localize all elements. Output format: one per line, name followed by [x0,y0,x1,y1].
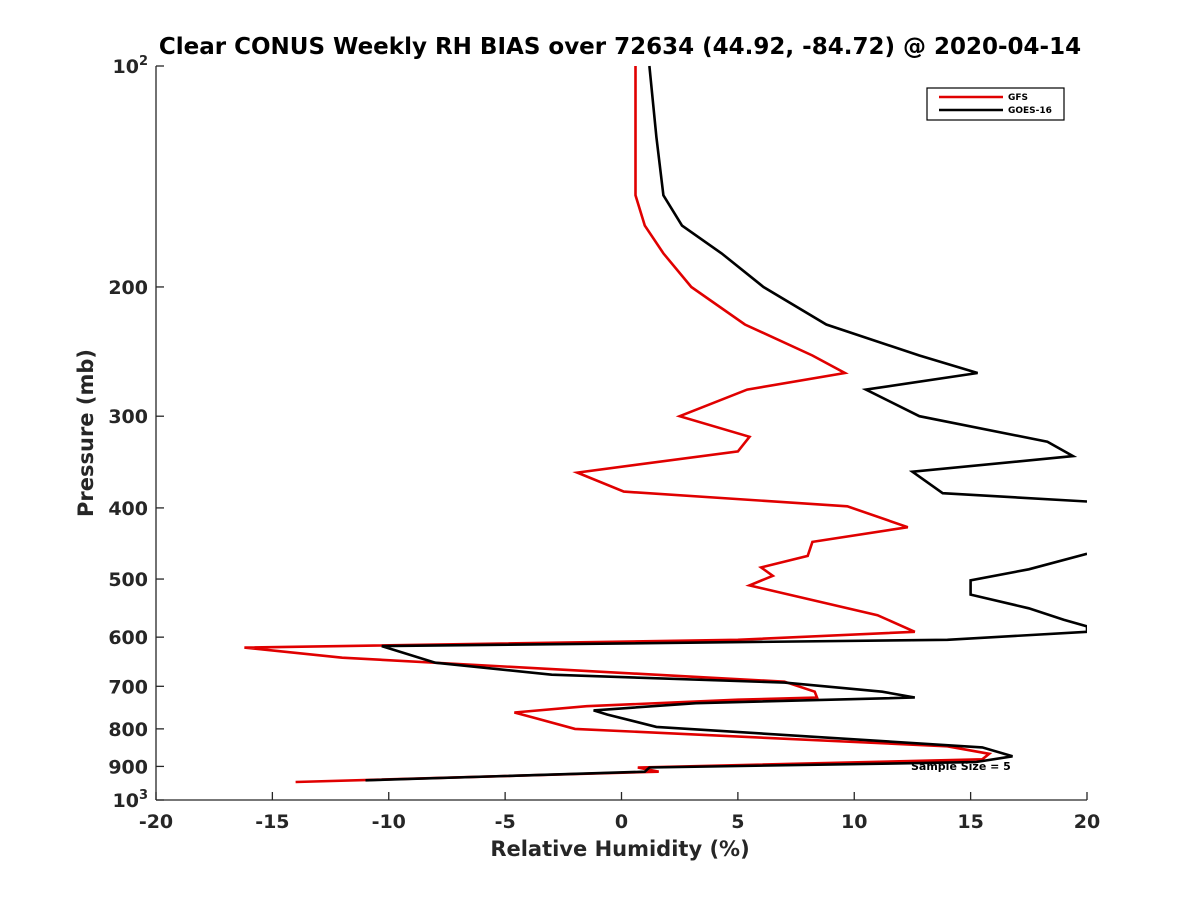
x-tick-label: 10 [841,811,867,833]
y-axis-label: Pressure (mb) [74,349,98,517]
x-tick-label: 5 [731,811,744,833]
legend-box [926,87,1065,121]
y-tick-label: 102 [113,54,149,78]
x-axis-label: Relative Humidity (%) [490,837,749,861]
y-tick-label: 500 [108,569,148,591]
plot-series-group [244,65,1087,784]
x-tick-label: 20 [1074,811,1100,833]
x-tick-label: 0 [615,811,628,833]
axes-group [155,66,1087,801]
y-tick-label: 200 [108,277,148,299]
series-line-goes-16-seg1 [365,552,1087,782]
y-tick-label: 300 [108,406,148,428]
y-tick-label: 700 [108,676,148,698]
series-line-gfs [244,66,993,784]
series-line-goes-16-seg0 [648,65,1087,503]
y-tick-label: 600 [108,627,148,649]
x-tick-label: -15 [255,811,289,833]
y-tick-label: 400 [108,498,148,520]
x-tick-label: -5 [495,811,516,833]
y-ticks-group: 102 200 300 400 500 600 700 800 900 103 [108,54,164,812]
legend: GFS GOES-16 [926,87,1065,121]
y-tick-label: 103 [113,788,149,812]
y-tick-label: 800 [108,719,148,741]
chart-title: Clear CONUS Weekly RH BIAS over 72634 (4… [159,34,1081,60]
x-tick-label: -20 [139,811,173,833]
x-tick-label: 15 [957,811,983,833]
x-tick-label: -10 [372,811,406,833]
sample-size-annotation: Sample Size = 5 [911,760,1011,773]
x-ticks-group: -20 -15 -10 -5 0 5 10 15 20 [139,792,1100,833]
legend-label-goes16: GOES-16 [1008,106,1052,116]
legend-label-gfs: GFS [1008,93,1028,103]
y-tick-label: 900 [108,756,148,778]
